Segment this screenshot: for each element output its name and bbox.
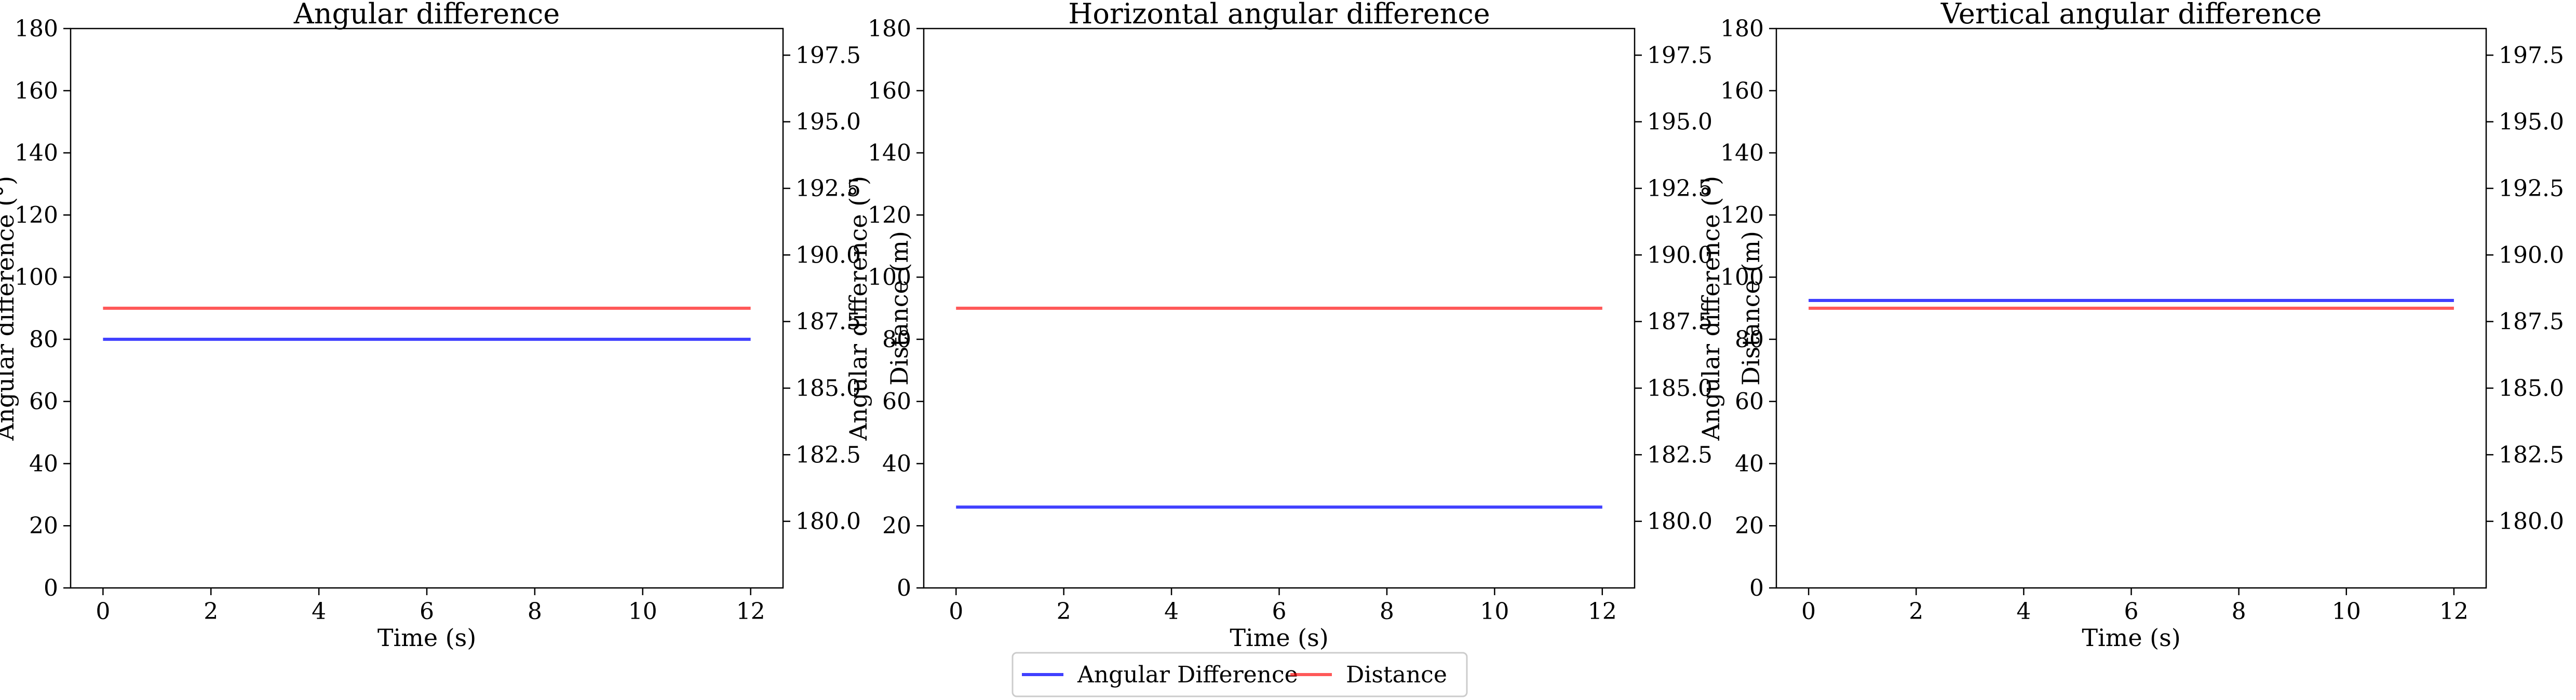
x-axis-label: Time (s) [377, 624, 476, 652]
x-tick-label: 2 [1057, 598, 1071, 625]
y-tick-label: 160 [868, 78, 911, 104]
y2-axis-label: Distance (m) [885, 231, 913, 386]
x-tick-label: 4 [2016, 598, 2031, 625]
x-tick-label: 8 [2232, 598, 2246, 625]
y-tick-label: 0 [44, 575, 58, 601]
y2-tick-label: 195.0 [1647, 109, 1712, 135]
x-tick-label: 10 [1480, 598, 1509, 625]
y-tick-label: 20 [882, 513, 911, 539]
y-tick-label: 180 [15, 16, 58, 42]
y-tick-label: 100 [1720, 264, 1764, 291]
x-tick-label: 0 [949, 598, 963, 625]
chart-title: Vertical angular difference [1940, 0, 2322, 30]
x-tick-label: 2 [1909, 598, 1923, 625]
legend-label-distance: Distance [1346, 662, 1447, 688]
legend-frame [1011, 652, 1468, 697]
y-tick-label: 40 [882, 450, 911, 477]
y-tick-label: 60 [29, 389, 58, 415]
x-tick-label: 6 [1272, 598, 1287, 625]
y-tick-label: 160 [1720, 78, 1764, 104]
y2-tick-label: 182.5 [1647, 442, 1712, 468]
y2-tick-label: 192.5 [1647, 175, 1712, 202]
x-tick-label: 12 [2439, 598, 2469, 625]
y2-tick-label: 180.0 [1647, 509, 1712, 535]
y-axis-label: Angular difference (°) [0, 176, 19, 441]
y2-tick-label: 182.5 [2499, 442, 2564, 468]
y2-tick-label: 180.0 [795, 509, 861, 535]
y2-tick-label: 182.5 [795, 442, 861, 468]
chart-panel: 0 2 4 6 8 10 12020406080100120140160180180.018… [844, 0, 1765, 652]
chart-panels: 0 2 4 6 8 10 12020406080100120140160180180.018… [0, 0, 2564, 652]
chart-title: Horizontal angular difference [1068, 0, 1490, 30]
y-tick-label: 140 [15, 140, 58, 167]
y-tick-label: 60 [1735, 389, 1764, 415]
y-tick-label: 40 [1735, 450, 1764, 477]
y2-tick-label: 192.5 [2499, 175, 2564, 202]
y2-tick-label: 185.0 [795, 375, 861, 402]
y-tick-label: 0 [1749, 575, 1764, 601]
y-tick-label: 100 [15, 264, 58, 291]
y-tick-label: 20 [29, 513, 58, 539]
y2-tick-label: 197.5 [1647, 42, 1712, 68]
y2-tick-label: 190.0 [1647, 242, 1712, 268]
x-tick-label: 10 [2332, 598, 2361, 625]
x-tick-label: 6 [420, 598, 434, 625]
y-tick-label: 160 [15, 78, 58, 104]
y-tick-label: 80 [1735, 326, 1764, 353]
chart-panel: 0 2 4 6 8 10 12020406080100120140160180180.018… [0, 0, 913, 652]
x-tick-label: 12 [736, 598, 765, 625]
y2-tick-label: 195.0 [795, 109, 861, 135]
y2-tick-label: 185.0 [1647, 375, 1712, 402]
y-tick-label: 60 [882, 389, 911, 415]
x-tick-label: 8 [528, 598, 542, 625]
x-tick-label: 12 [1588, 598, 1617, 625]
y2-tick-label: 187.5 [1647, 309, 1712, 335]
x-tick-label: 10 [628, 598, 657, 625]
x-tick-label: 6 [2124, 598, 2139, 625]
x-tick-label: 8 [1380, 598, 1394, 625]
x-axis-label: Time (s) [1230, 624, 1328, 652]
y2-tick-label: 190.0 [2499, 242, 2564, 268]
y2-tick-label: 187.5 [795, 309, 861, 335]
chart-title: Angular difference [293, 0, 560, 30]
x-tick-label: 4 [1164, 598, 1179, 625]
y-tick-label: 80 [29, 326, 58, 353]
y-axis-label: Angular difference (°) [844, 176, 872, 441]
y-tick-label: 140 [1720, 140, 1764, 167]
y2-tick-label: 180.0 [2499, 509, 2564, 535]
y-tick-label: 100 [868, 264, 911, 291]
y-axis-label: Angular difference (°) [1697, 176, 1725, 441]
y-tick-label: 180 [868, 16, 911, 42]
y-tick-label: 0 [897, 575, 911, 601]
y-tick-label: 20 [1735, 513, 1764, 539]
y2-axis-label: Distance (m) [1737, 231, 1765, 386]
y2-tick-label: 185.0 [2499, 375, 2564, 402]
legend-label-angular-difference: Angular Difference [1077, 662, 1298, 688]
x-tick-label: 2 [204, 598, 218, 625]
y2-tick-label: 195.0 [2499, 109, 2564, 135]
x-tick-label: 0 [1801, 598, 1816, 625]
x-tick-label: 4 [312, 598, 326, 625]
y-tick-label: 140 [868, 140, 911, 167]
legend: Angular Difference Distance [1011, 652, 1468, 697]
x-tick-label: 0 [96, 598, 110, 625]
y-tick-label: 120 [15, 202, 58, 228]
chart-panel: 0 2 4 6 8 10 12020406080100120140160180180.018… [1697, 0, 2564, 652]
y-tick-label: 120 [1720, 202, 1764, 228]
y2-tick-label: 187.5 [2499, 309, 2564, 335]
y-tick-label: 80 [882, 326, 911, 353]
y-tick-label: 120 [868, 202, 911, 228]
y2-tick-label: 197.5 [2499, 42, 2564, 68]
x-axis-label: Time (s) [2082, 624, 2180, 652]
y2-tick-label: 197.5 [795, 42, 861, 68]
y2-tick-label: 192.5 [795, 175, 861, 202]
y-tick-label: 180 [1720, 16, 1764, 42]
y2-tick-label: 190.0 [795, 242, 861, 268]
y-tick-label: 40 [29, 450, 58, 477]
